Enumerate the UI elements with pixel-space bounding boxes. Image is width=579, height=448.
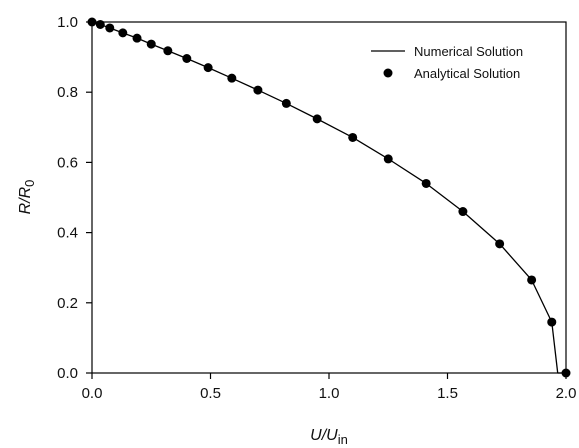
x-axis-title-main: U/U bbox=[310, 427, 338, 444]
analytical-solution-point bbox=[312, 114, 322, 124]
analytical-solution-point bbox=[527, 275, 537, 285]
analytical-solution-point bbox=[227, 73, 237, 83]
y-tick-label: 1.0 bbox=[57, 14, 78, 31]
y-axis-title: R/R0 bbox=[17, 180, 37, 215]
x-tick-label: 1.5 bbox=[437, 385, 458, 402]
analytical-solution-point bbox=[182, 54, 192, 63]
legend-marker-swatch bbox=[383, 68, 393, 78]
y-tick-label: 0.0 bbox=[57, 365, 78, 382]
series-line-numerical-solution bbox=[91, 21, 566, 374]
analytical-solution-point bbox=[281, 98, 291, 108]
y-tick-label: 0.4 bbox=[57, 225, 78, 242]
legend-label-numerical: Numerical Solution bbox=[414, 44, 523, 59]
analytical-solution-point bbox=[253, 85, 263, 95]
y-tick-label: 0.6 bbox=[57, 154, 78, 171]
legend: Numerical Solution Analytical Solution bbox=[371, 44, 523, 81]
analytical-solution-point bbox=[458, 207, 468, 217]
x-axis-title-subscript: in bbox=[338, 432, 348, 447]
analytical-solution-point bbox=[203, 63, 213, 73]
x-tick-label: 0.5 bbox=[200, 385, 221, 402]
analytical-solution-point bbox=[383, 154, 393, 164]
analytical-solution-point bbox=[118, 28, 128, 38]
analytical-solution-point bbox=[146, 39, 156, 49]
analytical-solution-point bbox=[105, 23, 115, 33]
y-axis-title-main: R/R bbox=[17, 186, 34, 214]
analytical-solution-point bbox=[421, 178, 431, 188]
series-layer bbox=[87, 17, 571, 378]
x-axis-ticks bbox=[91, 373, 567, 379]
x-tick-label: 0.0 bbox=[82, 385, 103, 402]
x-tick-label: 1.0 bbox=[319, 385, 340, 402]
analytical-solution-point bbox=[163, 46, 173, 56]
y-tick-label: 0.8 bbox=[57, 84, 78, 101]
analytical-solution-point bbox=[547, 317, 557, 327]
legend-label-analytical: Analytical Solution bbox=[414, 66, 520, 81]
analytical-solution-point bbox=[348, 132, 358, 142]
x-axis-tick-labels: 0.0 0.5 1.0 1.5 2.0 bbox=[82, 385, 577, 402]
analytical-solution-point bbox=[561, 368, 571, 378]
y-axis-ticks bbox=[86, 21, 92, 374]
y-axis-tick-labels: 0.0 0.2 0.4 0.6 0.8 1.0 bbox=[57, 14, 78, 382]
x-axis-title: U/Uin bbox=[310, 427, 348, 447]
analytical-solution-point bbox=[132, 33, 142, 43]
analytical-solution-point bbox=[495, 239, 505, 249]
analytical-solution-point bbox=[87, 17, 97, 27]
analytical-solution-point bbox=[95, 19, 105, 29]
x-tick-label: 2.0 bbox=[556, 385, 577, 402]
y-axis-title-subscript: 0 bbox=[22, 180, 37, 187]
y-tick-label: 0.2 bbox=[57, 295, 78, 312]
